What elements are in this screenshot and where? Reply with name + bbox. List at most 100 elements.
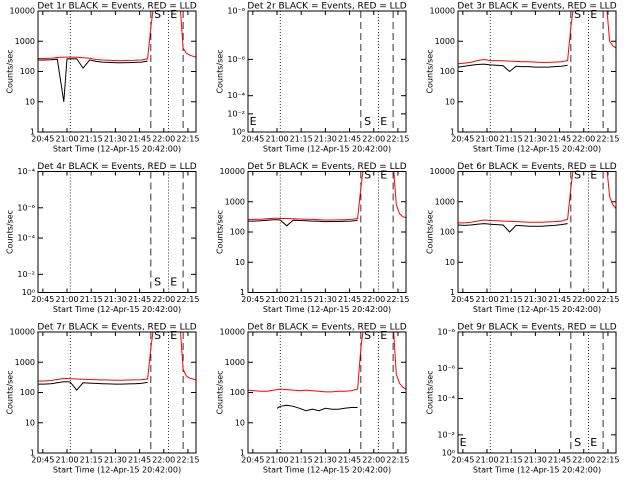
y-tick-label: 10 xyxy=(445,97,455,106)
y-axis-label: Counts/sec xyxy=(426,370,435,414)
annotation: S xyxy=(574,169,581,182)
y-axis-label: Counts/sec xyxy=(216,210,225,254)
annotation: E xyxy=(250,115,257,128)
x-tick-label: 22:15 xyxy=(596,295,619,304)
panel-title: Det 1r BLACK = Events, RED = LLD xyxy=(37,2,196,12)
panel: Det 2r BLACK = Events, RED = LLD Start Ti… xyxy=(216,2,410,154)
y-tick-label: 1 xyxy=(240,288,245,297)
y-tick-label: 10⁰ xyxy=(232,128,245,137)
x-tick-label: 21:00 xyxy=(55,135,78,144)
y-tick-label: 10000 xyxy=(10,7,35,16)
x-tick-label: 21:30 xyxy=(314,456,337,465)
annotation: S xyxy=(154,276,161,289)
x-tick-label: 21:00 xyxy=(265,456,288,465)
plot-frame xyxy=(37,10,197,133)
y-tick-label: 100 xyxy=(20,67,35,76)
y-tick-label: 10 xyxy=(25,97,35,106)
x-tick-label: 22:00 xyxy=(362,135,385,144)
panel: Det 3r BLACK = Events, RED = LLD Start Ti… xyxy=(426,2,620,154)
panel-title: Det 3r BLACK = Events, RED = LLD xyxy=(457,2,616,12)
panel: Det 4r BLACK = Events, RED = LLD Start Ti… xyxy=(6,162,200,314)
y-axis-label: Counts/sec xyxy=(216,370,225,414)
y-tick-label: 10⁻⁶ xyxy=(437,328,455,337)
y-tick-label: 10⁻² xyxy=(17,270,35,279)
x-tick-label: 21:15 xyxy=(290,295,313,304)
y-tick-label: 1000 xyxy=(435,37,455,46)
y-tick-label: 10⁻⁴ xyxy=(437,394,455,403)
x-tick-label: 21:30 xyxy=(104,456,127,465)
x-tick-label: 22:15 xyxy=(176,135,199,144)
x-tick-label: 22:00 xyxy=(152,135,175,144)
x-tick-label: 20:45 xyxy=(451,135,474,144)
x-tick-label: 21:00 xyxy=(55,295,78,304)
y-tick-label: 1 xyxy=(30,128,35,137)
x-tick-label: 21:15 xyxy=(80,295,103,304)
plot-frame xyxy=(247,10,407,133)
y-tick-label: 10000 xyxy=(430,7,455,16)
x-tick-label: 21:45 xyxy=(338,295,361,304)
panel-title: Det 7r BLACK = Events, RED = LLD xyxy=(37,323,196,333)
x-tick-label: 22:00 xyxy=(362,456,385,465)
y-tick-label: 10⁻⁶ xyxy=(17,203,35,212)
annotation: S xyxy=(574,8,581,21)
x-tick-label: 20:45 xyxy=(241,295,264,304)
plot-frame xyxy=(37,331,197,454)
x-tick-label: 21:00 xyxy=(55,456,78,465)
y-axis-label: Counts/sec xyxy=(6,49,15,93)
plot-frame xyxy=(37,171,197,293)
panel-title: Det 4r BLACK = Events, RED = LLD xyxy=(37,162,196,172)
x-tick-label: 21:15 xyxy=(80,135,103,144)
annotation: E xyxy=(380,115,387,128)
annotation: S xyxy=(574,436,581,449)
annotation: S xyxy=(364,329,371,342)
series-line xyxy=(276,404,358,412)
x-tick-label: 21:30 xyxy=(314,135,337,144)
y-tick-label: 10⁰ xyxy=(442,449,455,458)
y-tick-label: 1 xyxy=(30,449,35,458)
x-tick-label: 21:15 xyxy=(80,456,103,465)
y-tick-label: 10000 xyxy=(220,328,245,337)
x-tick-label: 21:15 xyxy=(500,295,523,304)
y-tick-label: 10000 xyxy=(10,328,35,337)
annotation: E xyxy=(590,8,597,21)
series-line xyxy=(38,58,148,102)
x-tick-label: 21:00 xyxy=(475,456,498,465)
panel: Det 8r BLACK = Events, RED = LLD Start Ti… xyxy=(216,323,410,475)
series-line xyxy=(458,171,616,224)
panel-title: Det 2r BLACK = Events, RED = LLD xyxy=(247,2,406,12)
y-tick-label: 10⁻⁴ xyxy=(227,91,245,100)
x-tick-label: 22:00 xyxy=(152,295,175,304)
y-tick-label: 10⁰ xyxy=(22,288,35,297)
annotation: E xyxy=(170,329,177,342)
panel-title: Det 9r BLACK = Events, RED = LLD xyxy=(457,323,616,333)
y-tick-label: 1000 xyxy=(15,358,35,367)
y-tick-label: 10 xyxy=(235,418,245,427)
x-axis-label: Start Time (12-Apr-15 20:42:00) xyxy=(473,305,601,314)
x-tick-label: 21:45 xyxy=(128,295,151,304)
x-tick-label: 21:15 xyxy=(290,135,313,144)
panel: Det 1r BLACK = Events, RED = LLD Start Ti… xyxy=(6,2,200,154)
y-tick-label: 10 xyxy=(445,258,455,267)
x-axis-label: Start Time (12-Apr-15 20:42:00) xyxy=(473,466,601,475)
x-tick-label: 20:45 xyxy=(451,456,474,465)
annotation: S xyxy=(154,329,161,342)
annotation: S xyxy=(364,169,371,182)
y-tick-label: 10 xyxy=(25,418,35,427)
x-tick-label: 21:15 xyxy=(500,456,523,465)
x-axis-label: Start Time (12-Apr-15 20:42:00) xyxy=(263,305,391,314)
x-tick-label: 21:30 xyxy=(314,295,337,304)
plot-frame xyxy=(457,10,617,133)
x-tick-label: 21:00 xyxy=(475,135,498,144)
y-tick-label: 10000 xyxy=(430,167,455,176)
annotation: E xyxy=(170,276,177,289)
panel: Det 6r BLACK = Events, RED = LLD Start Ti… xyxy=(426,162,620,314)
annotation: E xyxy=(170,8,177,21)
x-tick-label: 22:00 xyxy=(572,456,595,465)
panel-title: Det 5r BLACK = Events, RED = LLD xyxy=(247,162,406,172)
y-tick-label: 10⁻⁶ xyxy=(227,55,245,64)
x-tick-label: 20:45 xyxy=(241,456,264,465)
x-tick-label: 20:45 xyxy=(31,456,54,465)
x-tick-label: 21:45 xyxy=(338,456,361,465)
annotation: S xyxy=(154,8,161,21)
series-line xyxy=(38,381,148,391)
